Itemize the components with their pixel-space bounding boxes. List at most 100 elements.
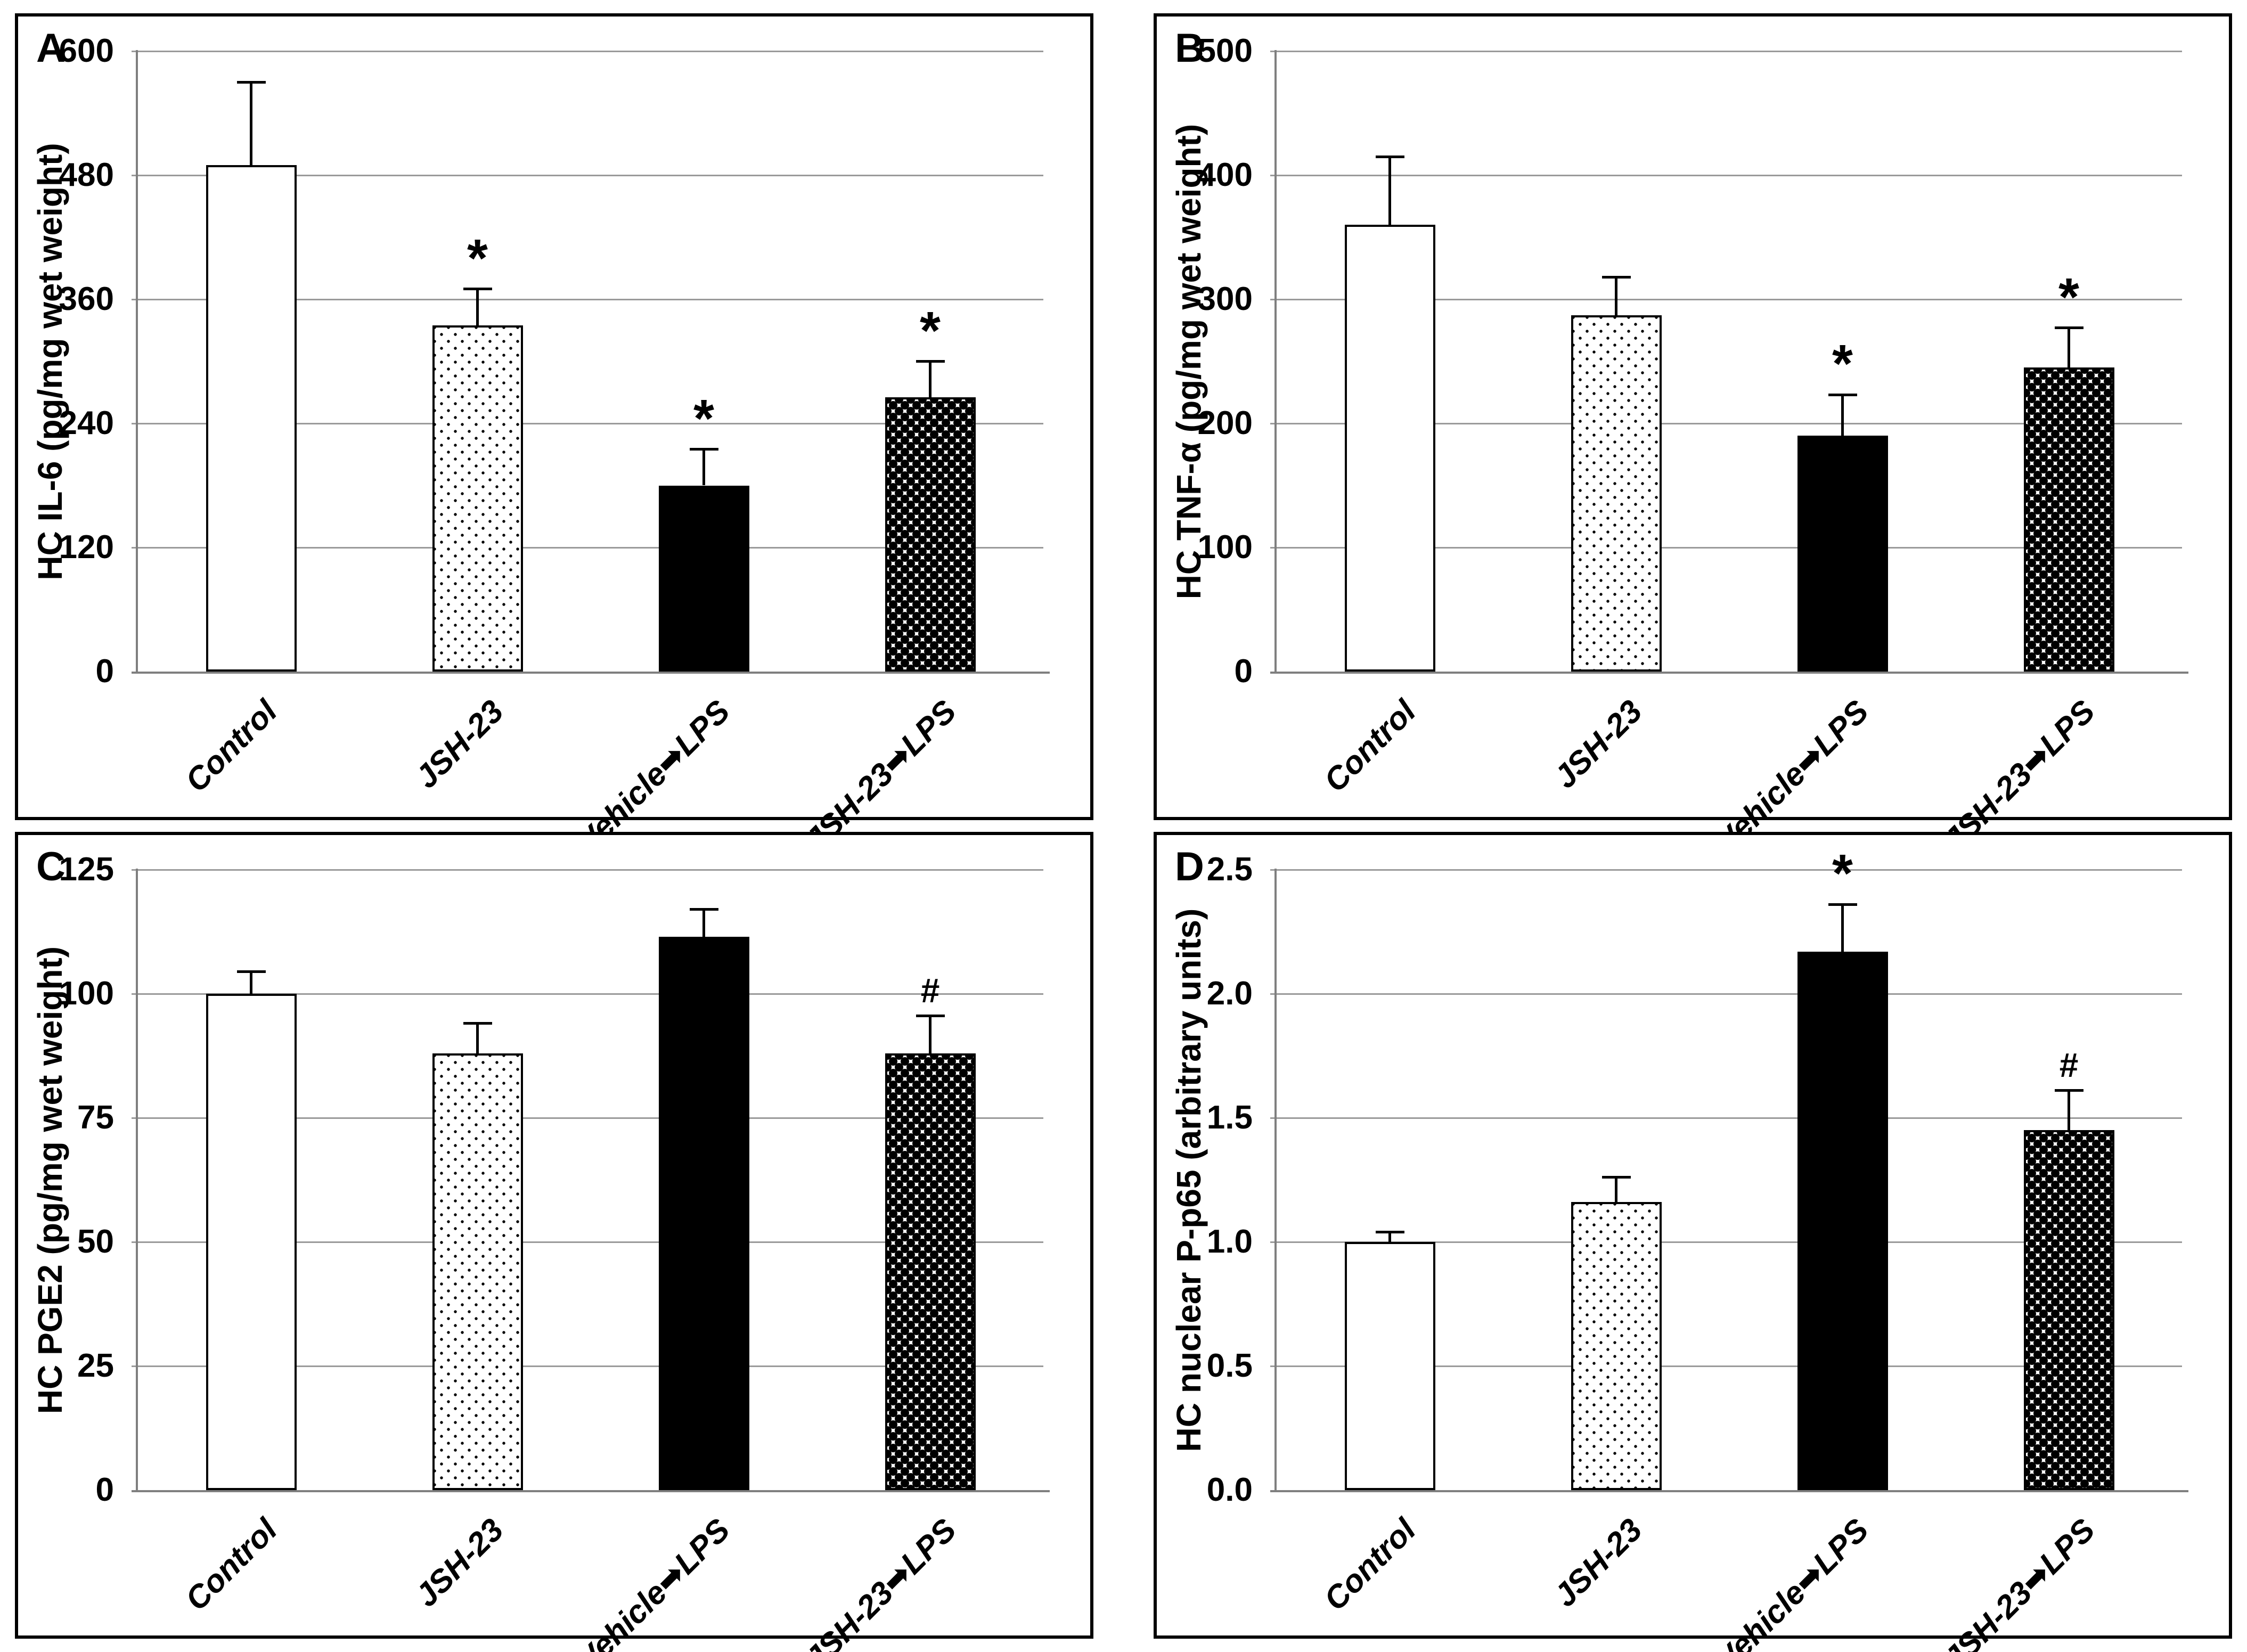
gridline [1270, 1117, 2182, 1119]
y-tick-label: 50 [77, 1223, 114, 1260]
x-axis-line [132, 1490, 1050, 1492]
panel-c: C HC PGE2 (pg/mg wet weight) 0 25 50 75 100 125… [15, 832, 1093, 1652]
y-tick-label: 0 [1234, 653, 1253, 690]
x-tick-label: JSH-23 [408, 1511, 510, 1614]
panel-d: D HC nuclear P-p65 (arbitrary units) 0.0 0.… [1154, 832, 2232, 1652]
gridline [132, 298, 1043, 300]
bar [432, 1053, 523, 1490]
panel-letter: C [36, 844, 66, 889]
bar [206, 165, 297, 672]
gridline [132, 993, 1043, 995]
significance-symbol: * [1832, 844, 1853, 904]
bar [658, 936, 749, 1490]
error-bar-cap [916, 360, 945, 363]
error-bar-stem [1388, 157, 1391, 225]
y-tick-label: 2.5 [1206, 851, 1253, 888]
error-bar-cap [236, 970, 266, 973]
y-axis-label: HC nuclear P-p65 (arbitrary units) [1170, 908, 1208, 1452]
y-tick-label: 0.0 [1206, 1471, 1253, 1508]
error-bar-stem [2068, 1090, 2070, 1131]
error-bar-stem [702, 449, 705, 486]
error-bar-stem [250, 971, 252, 994]
panel-letter: A [36, 26, 66, 71]
gridline [132, 546, 1043, 549]
bar [2023, 367, 2114, 672]
error-bar-stem [476, 289, 479, 325]
y-tick-label: 500 [1197, 32, 1253, 69]
gridline [132, 174, 1043, 176]
gridline [1270, 174, 2182, 176]
y-tick-label: 100 [59, 975, 114, 1012]
gridline [1270, 1241, 2182, 1243]
significance-symbol: * [920, 300, 941, 361]
bar [1571, 315, 1662, 672]
x-tick-label: Control [1317, 1511, 1423, 1617]
significance-symbol: * [1832, 334, 1853, 394]
y-tick-label: 25 [77, 1347, 114, 1384]
error-bar-stem [1615, 1177, 1617, 1203]
gridline [1270, 422, 2182, 424]
significance-symbol: * [2058, 267, 2079, 327]
y-axis-label: HC IL-6 (pg/mg wet weight) [31, 142, 69, 580]
bar [206, 994, 297, 1490]
error-bar-cap [916, 1015, 945, 1018]
significance-symbol: # [920, 971, 940, 1010]
y-axis-line [1274, 50, 1277, 673]
gridline [1270, 1365, 2182, 1367]
x-tick-label: JSH-23 [1547, 1511, 1649, 1614]
error-bar-stem [250, 82, 252, 165]
gridline [1270, 993, 2182, 995]
y-tick-label: 0 [95, 1471, 114, 1508]
error-bar-cap [1828, 903, 1857, 906]
gridline [132, 1365, 1043, 1367]
error-bar-stem [1615, 277, 1617, 316]
y-tick-label: 0 [95, 653, 114, 690]
gridline [132, 869, 1043, 871]
y-axis-line [1274, 869, 1277, 1491]
y-tick-label: 200 [1197, 405, 1253, 441]
error-bar-cap [2054, 1089, 2083, 1092]
y-axis-line [136, 50, 138, 673]
bar [1344, 1242, 1435, 1490]
y-tick-label: 360 [59, 281, 114, 317]
panel-b: B HC TNF-α (pg/mg wet weight) 0 100 200 300 40… [1154, 13, 2232, 860]
error-bar-stem [929, 361, 932, 398]
significance-symbol: * [693, 388, 714, 448]
error-bar-cap [1375, 155, 1404, 158]
error-bar-cap [689, 448, 718, 451]
x-tick-label: Vehicle➡LPS [570, 1511, 737, 1652]
error-bar-stem [476, 1023, 479, 1053]
error-bar-stem [1841, 904, 1844, 952]
y-tick-label: 120 [59, 529, 114, 566]
error-bar-stem [1841, 395, 1844, 436]
x-tick-label: Control [178, 1511, 284, 1617]
y-tick-label: 1.5 [1206, 1099, 1253, 1136]
error-bar-cap [1375, 1230, 1404, 1233]
y-axis-label: HC TNF-α (pg/mg wet weight) [1170, 124, 1208, 599]
panel-letter: B [1175, 26, 1204, 71]
gridline [132, 1117, 1043, 1119]
bar [1571, 1202, 1662, 1490]
bar [2023, 1130, 2114, 1490]
error-bar-cap [463, 288, 492, 291]
x-tick-label: Vehicle➡LPS [1709, 1511, 1875, 1652]
error-bar-stem [929, 1016, 932, 1053]
x-axis-line [132, 672, 1050, 674]
error-bar-cap [1602, 275, 1631, 279]
error-bar-cap [1602, 1176, 1631, 1179]
y-tick-label: 100 [1197, 529, 1253, 566]
error-bar-stem [702, 909, 705, 937]
y-axis-label: HC PGE2 (pg/mg wet weight) [31, 946, 69, 1414]
y-axis-line [136, 869, 138, 1491]
significance-symbol: # [2059, 1045, 2079, 1084]
bar [658, 485, 749, 672]
y-tick-label: 400 [1197, 157, 1253, 193]
y-tick-label: 2.0 [1206, 975, 1253, 1012]
bar [1797, 951, 1888, 1490]
panel-a: A HC IL-6 (pg/mg wet weight) 0 120 240 360 480… [15, 13, 1093, 860]
x-tick-label: JSH-23➡LPS [1936, 1511, 2102, 1652]
x-tick-label: JSH-23➡LPS [798, 1511, 963, 1652]
error-bar-cap [689, 908, 718, 911]
gridline [132, 422, 1043, 424]
